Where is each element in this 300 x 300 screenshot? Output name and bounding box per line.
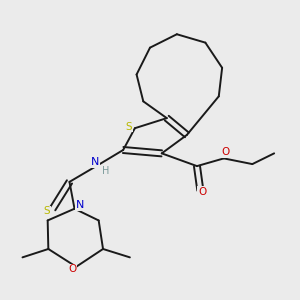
Text: N: N xyxy=(76,200,85,210)
Text: S: S xyxy=(125,122,132,131)
Text: H: H xyxy=(102,166,109,176)
Text: S: S xyxy=(43,206,50,216)
Text: N: N xyxy=(91,157,99,167)
Text: O: O xyxy=(68,264,76,274)
Text: O: O xyxy=(198,187,206,197)
Text: O: O xyxy=(221,147,230,157)
